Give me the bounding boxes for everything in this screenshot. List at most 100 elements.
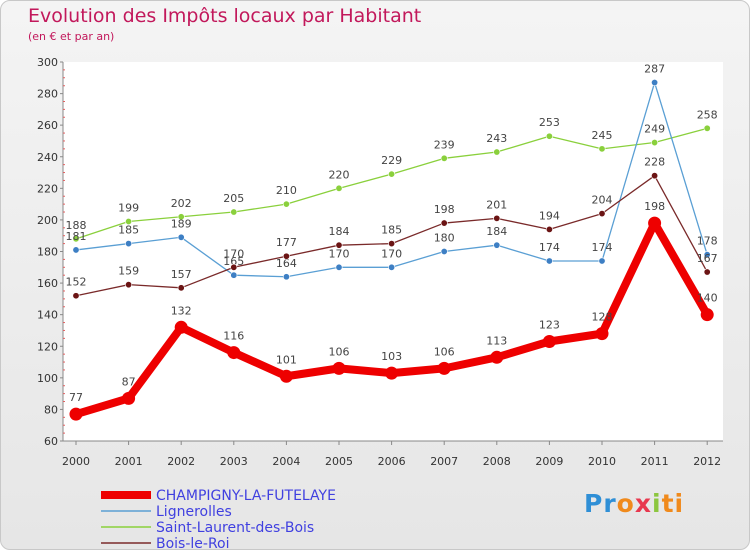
data-point-saint-laurent-des-bois (125, 217, 133, 225)
y-tick-label: 260 (37, 119, 58, 132)
legend-label-saint-laurent-des-bois: Saint-Laurent-des-Bois (156, 520, 314, 536)
y-tick-label: 200 (37, 214, 58, 227)
data-label-champigny-la-futelaye: 77 (69, 391, 83, 404)
data-point-champigny-la-futelaye (700, 308, 714, 322)
data-label-champigny-la-futelaye: 128 (592, 311, 613, 324)
data-label-saint-laurent-des-bois: 210 (276, 184, 297, 197)
y-tick-label: 180 (37, 246, 58, 259)
data-point-lignerolles (703, 251, 711, 259)
data-label-bois-le-roi: 228 (644, 156, 665, 169)
data-label-lignerolles: 170 (329, 247, 350, 260)
x-tick-label: 2003 (220, 455, 248, 468)
data-point-saint-laurent-des-bois (651, 139, 659, 147)
data-point-lignerolles (388, 263, 396, 271)
data-label-lignerolles: 178 (697, 235, 718, 248)
data-label-bois-le-roi: 170 (223, 247, 244, 260)
data-label-champigny-la-futelaye: 198 (644, 200, 665, 213)
x-tick-label: 2004 (272, 455, 300, 468)
data-point-champigny-la-futelaye (542, 335, 556, 349)
logo-part-1: Pr (584, 489, 617, 518)
data-label-saint-laurent-des-bois: 239 (434, 138, 455, 151)
x-tick-label: 2010 (588, 455, 616, 468)
data-label-saint-laurent-des-bois: 249 (644, 123, 665, 136)
data-label-lignerolles: 174 (539, 241, 560, 254)
data-point-champigny-la-futelaye (227, 346, 241, 360)
legend-label-lignerolles: Lignerolles (156, 504, 232, 520)
data-point-bois-le-roi (335, 241, 343, 249)
data-point-champigny-la-futelaye (648, 216, 662, 230)
data-label-champigny-la-futelaye: 106 (329, 345, 350, 358)
data-label-lignerolles: 287 (644, 63, 665, 76)
data-label-lignerolles: 170 (381, 247, 402, 260)
data-point-lignerolles (125, 240, 133, 248)
data-point-saint-laurent-des-bois (388, 170, 396, 178)
data-point-champigny-la-futelaye (279, 369, 293, 383)
data-point-saint-laurent-des-bois (493, 148, 501, 156)
data-label-lignerolles: 181 (66, 230, 87, 243)
data-point-champigny-la-futelaye (490, 350, 504, 364)
data-label-saint-laurent-des-bois: 199 (118, 201, 139, 214)
data-point-lignerolles (177, 233, 185, 241)
data-point-champigny-la-futelaye (122, 391, 136, 405)
y-tick-label: 220 (37, 182, 58, 195)
x-tick-label: 2012 (693, 455, 721, 468)
data-label-saint-laurent-des-bois: 243 (486, 132, 507, 145)
data-label-saint-laurent-des-bois: 253 (539, 116, 560, 129)
data-label-bois-le-roi: 204 (592, 194, 613, 207)
legend-label-bois-le-roi: Bois-le-Roi (156, 536, 230, 550)
data-point-bois-le-roi (598, 210, 606, 218)
data-point-champigny-la-futelaye (437, 361, 451, 375)
y-tick-label: 100 (37, 372, 58, 385)
y-tick-label: 240 (37, 151, 58, 164)
data-point-bois-le-roi (545, 225, 553, 233)
data-label-lignerolles: 185 (118, 224, 139, 237)
data-label-saint-laurent-des-bois: 202 (171, 197, 192, 210)
data-label-bois-le-roi: 194 (539, 209, 560, 222)
data-label-bois-le-roi: 177 (276, 236, 297, 249)
data-point-lignerolles (282, 273, 290, 281)
x-tick-label: 2007 (430, 455, 458, 468)
data-label-saint-laurent-des-bois: 220 (329, 168, 350, 181)
data-label-champigny-la-futelaye: 106 (434, 345, 455, 358)
data-label-champigny-la-futelaye: 132 (171, 304, 192, 317)
x-tick-label: 2009 (535, 455, 563, 468)
y-tick-label: 140 (37, 309, 58, 322)
data-point-champigny-la-futelaye (385, 366, 399, 380)
data-point-saint-laurent-des-bois (72, 235, 80, 243)
data-label-bois-le-roi: 198 (434, 203, 455, 216)
proxiti-logo: Proxiti (584, 489, 684, 518)
data-point-saint-laurent-des-bois (230, 208, 238, 216)
y-tick-label: 120 (37, 340, 58, 353)
data-point-bois-le-roi (282, 252, 290, 260)
x-tick-label: 2001 (115, 455, 143, 468)
data-label-saint-laurent-des-bois: 229 (381, 154, 402, 167)
data-point-bois-le-roi (72, 292, 80, 300)
data-point-bois-le-roi (651, 172, 659, 180)
y-tick-label: 60 (44, 435, 58, 448)
data-point-bois-le-roi (125, 281, 133, 289)
data-label-saint-laurent-des-bois: 258 (697, 108, 718, 121)
data-point-saint-laurent-des-bois (703, 124, 711, 132)
data-label-saint-laurent-des-bois: 245 (592, 129, 613, 142)
y-tick-label: 300 (37, 56, 58, 69)
y-tick-label: 80 (44, 403, 58, 416)
logo-part-2: o (616, 489, 635, 518)
data-label-lignerolles: 180 (434, 232, 455, 245)
data-point-saint-laurent-des-bois (335, 184, 343, 192)
data-label-bois-le-roi: 201 (486, 198, 507, 211)
y-tick-label: 280 (37, 88, 58, 101)
data-point-saint-laurent-des-bois (440, 154, 448, 162)
data-label-champigny-la-futelaye: 113 (486, 334, 507, 347)
data-label-bois-le-roi: 157 (171, 268, 192, 281)
data-label-lignerolles: 164 (276, 257, 297, 270)
data-point-lignerolles (651, 79, 659, 87)
data-label-champigny-la-futelaye: 140 (697, 292, 718, 305)
x-tick-label: 2006 (378, 455, 406, 468)
data-label-champigny-la-futelaye: 101 (276, 353, 297, 366)
data-label-champigny-la-futelaye: 123 (539, 319, 560, 332)
data-label-champigny-la-futelaye: 116 (223, 330, 244, 343)
data-label-bois-le-roi: 185 (381, 224, 402, 237)
logo-part-5: ti (661, 489, 685, 518)
data-point-bois-le-roi (388, 240, 396, 248)
